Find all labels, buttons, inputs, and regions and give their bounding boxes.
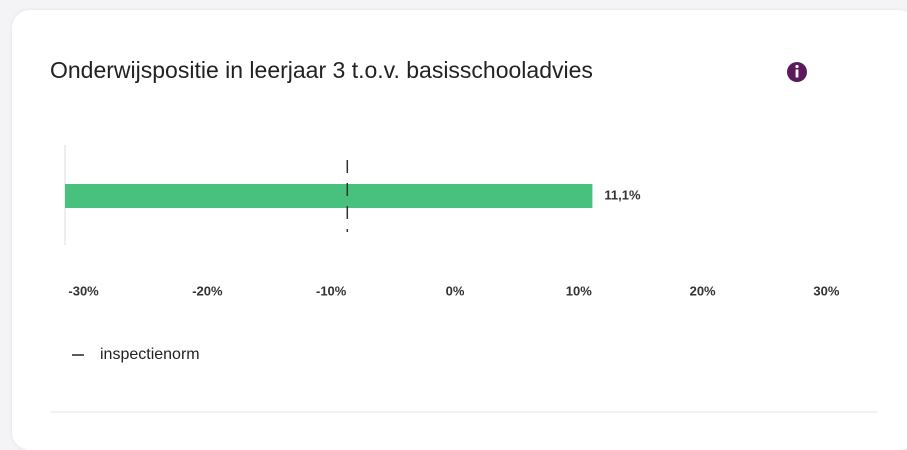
page: {"chart_data": {"type": "hbar", "title":… (12, 10, 907, 450)
bar (65, 184, 593, 208)
data-label: 11,1% (604, 187, 641, 202)
chart-title: Onderwijspositie in leerjaar 3 t.o.v. ba… (50, 57, 593, 83)
x-tick-label: 20% (690, 283, 716, 298)
card (12, 10, 907, 450)
x-tick-label: -10% (316, 283, 347, 298)
x-tick-label: 30% (813, 283, 839, 298)
x-tick-label: -30% (68, 283, 99, 298)
chart: Onderwijspositie in leerjaar 3 t.o.v. ba… (50, 57, 878, 413)
x-tick-label: -20% (192, 283, 223, 298)
x-tick-label: 10% (566, 283, 592, 298)
info-icon[interactable] (787, 62, 807, 82)
x-tick-label: 0% (446, 283, 465, 298)
legend-label: inspectienorm (100, 346, 200, 363)
